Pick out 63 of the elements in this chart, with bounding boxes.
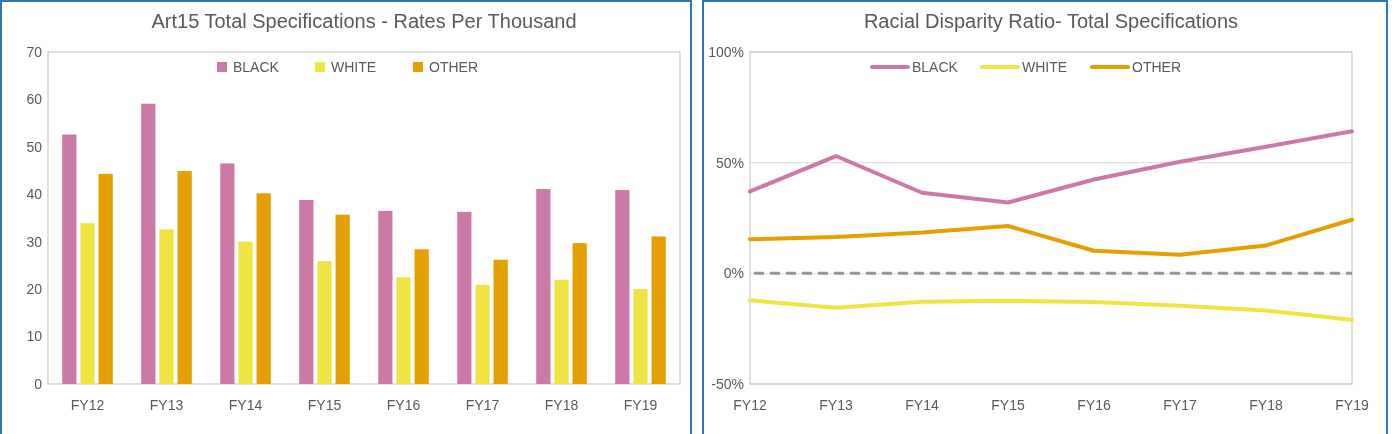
- y-tick-label: 0: [34, 375, 43, 392]
- x-tick-label: FY13: [819, 397, 853, 413]
- bar: [141, 103, 156, 384]
- y-tick-label: 100%: [708, 43, 744, 60]
- bar: [554, 279, 569, 384]
- y-tick-label: 40: [26, 186, 43, 203]
- x-tick-label: FY18: [544, 397, 579, 413]
- legend-label: BLACK: [233, 59, 280, 75]
- bar: [493, 259, 508, 384]
- y-tick-label: 70: [26, 43, 43, 60]
- bar: [615, 190, 630, 384]
- y-tick-label: -50%: [711, 375, 744, 392]
- bar: [317, 261, 332, 384]
- line-series: [748, 129, 1354, 205]
- legend-label: OTHER: [429, 59, 478, 75]
- x-tick-label: FY18: [1249, 397, 1283, 413]
- x-tick-label: FY16: [1077, 397, 1111, 413]
- x-tick-label: FY12: [733, 397, 767, 413]
- y-tick-label: 60: [26, 91, 43, 108]
- x-tick-label: FY19: [1335, 397, 1369, 413]
- bar: [98, 173, 113, 384]
- x-tick-label: FY14: [905, 397, 939, 413]
- x-tick-label: FY12: [70, 397, 105, 413]
- x-tick-label: FY15: [991, 397, 1025, 413]
- legend-label: BLACK: [912, 59, 959, 75]
- bar: [633, 289, 648, 384]
- x-tick-label: FY19: [623, 397, 658, 413]
- bar: [475, 284, 490, 384]
- x-tick-label: FY17: [1163, 397, 1197, 413]
- x-tick-label: FY15: [307, 397, 342, 413]
- bar: [159, 229, 174, 384]
- x-tick-label: FY14: [228, 397, 263, 413]
- bar: [220, 163, 235, 384]
- bar: [396, 277, 411, 384]
- chart-title: Art15 Total Specifications - Rates Per Thousand: [151, 10, 577, 32]
- legend-label: WHITE: [1022, 59, 1068, 75]
- bar: [536, 189, 551, 384]
- legend-label: OTHER: [1132, 59, 1181, 75]
- x-tick-label: FY17: [465, 397, 500, 413]
- bar: [299, 199, 314, 384]
- line-series: [748, 217, 1354, 257]
- y-tick-label: 0%: [723, 265, 744, 282]
- bar: [651, 236, 666, 384]
- y-tick-label: 50: [26, 138, 43, 155]
- y-tick-label: 50%: [715, 154, 744, 171]
- bar: [238, 241, 253, 384]
- bar: [378, 210, 393, 384]
- legend-label: WHITE: [331, 59, 377, 75]
- x-tick-label: FY16: [386, 397, 421, 413]
- bar: [80, 223, 95, 384]
- y-tick-label: 10: [26, 328, 43, 345]
- y-tick-label: 20: [26, 281, 43, 298]
- bar: [572, 243, 587, 384]
- y-tick-label: 30: [26, 233, 43, 250]
- bar: [177, 171, 192, 384]
- bar: [457, 211, 472, 384]
- line-series: [748, 298, 1354, 322]
- bar: [414, 249, 429, 384]
- bar: [335, 214, 350, 384]
- x-tick-label: FY13: [149, 397, 184, 413]
- chart-title: Racial Disparity Ratio- Total Specifications: [863, 10, 1239, 32]
- bar: [256, 193, 271, 384]
- bar: [62, 134, 77, 384]
